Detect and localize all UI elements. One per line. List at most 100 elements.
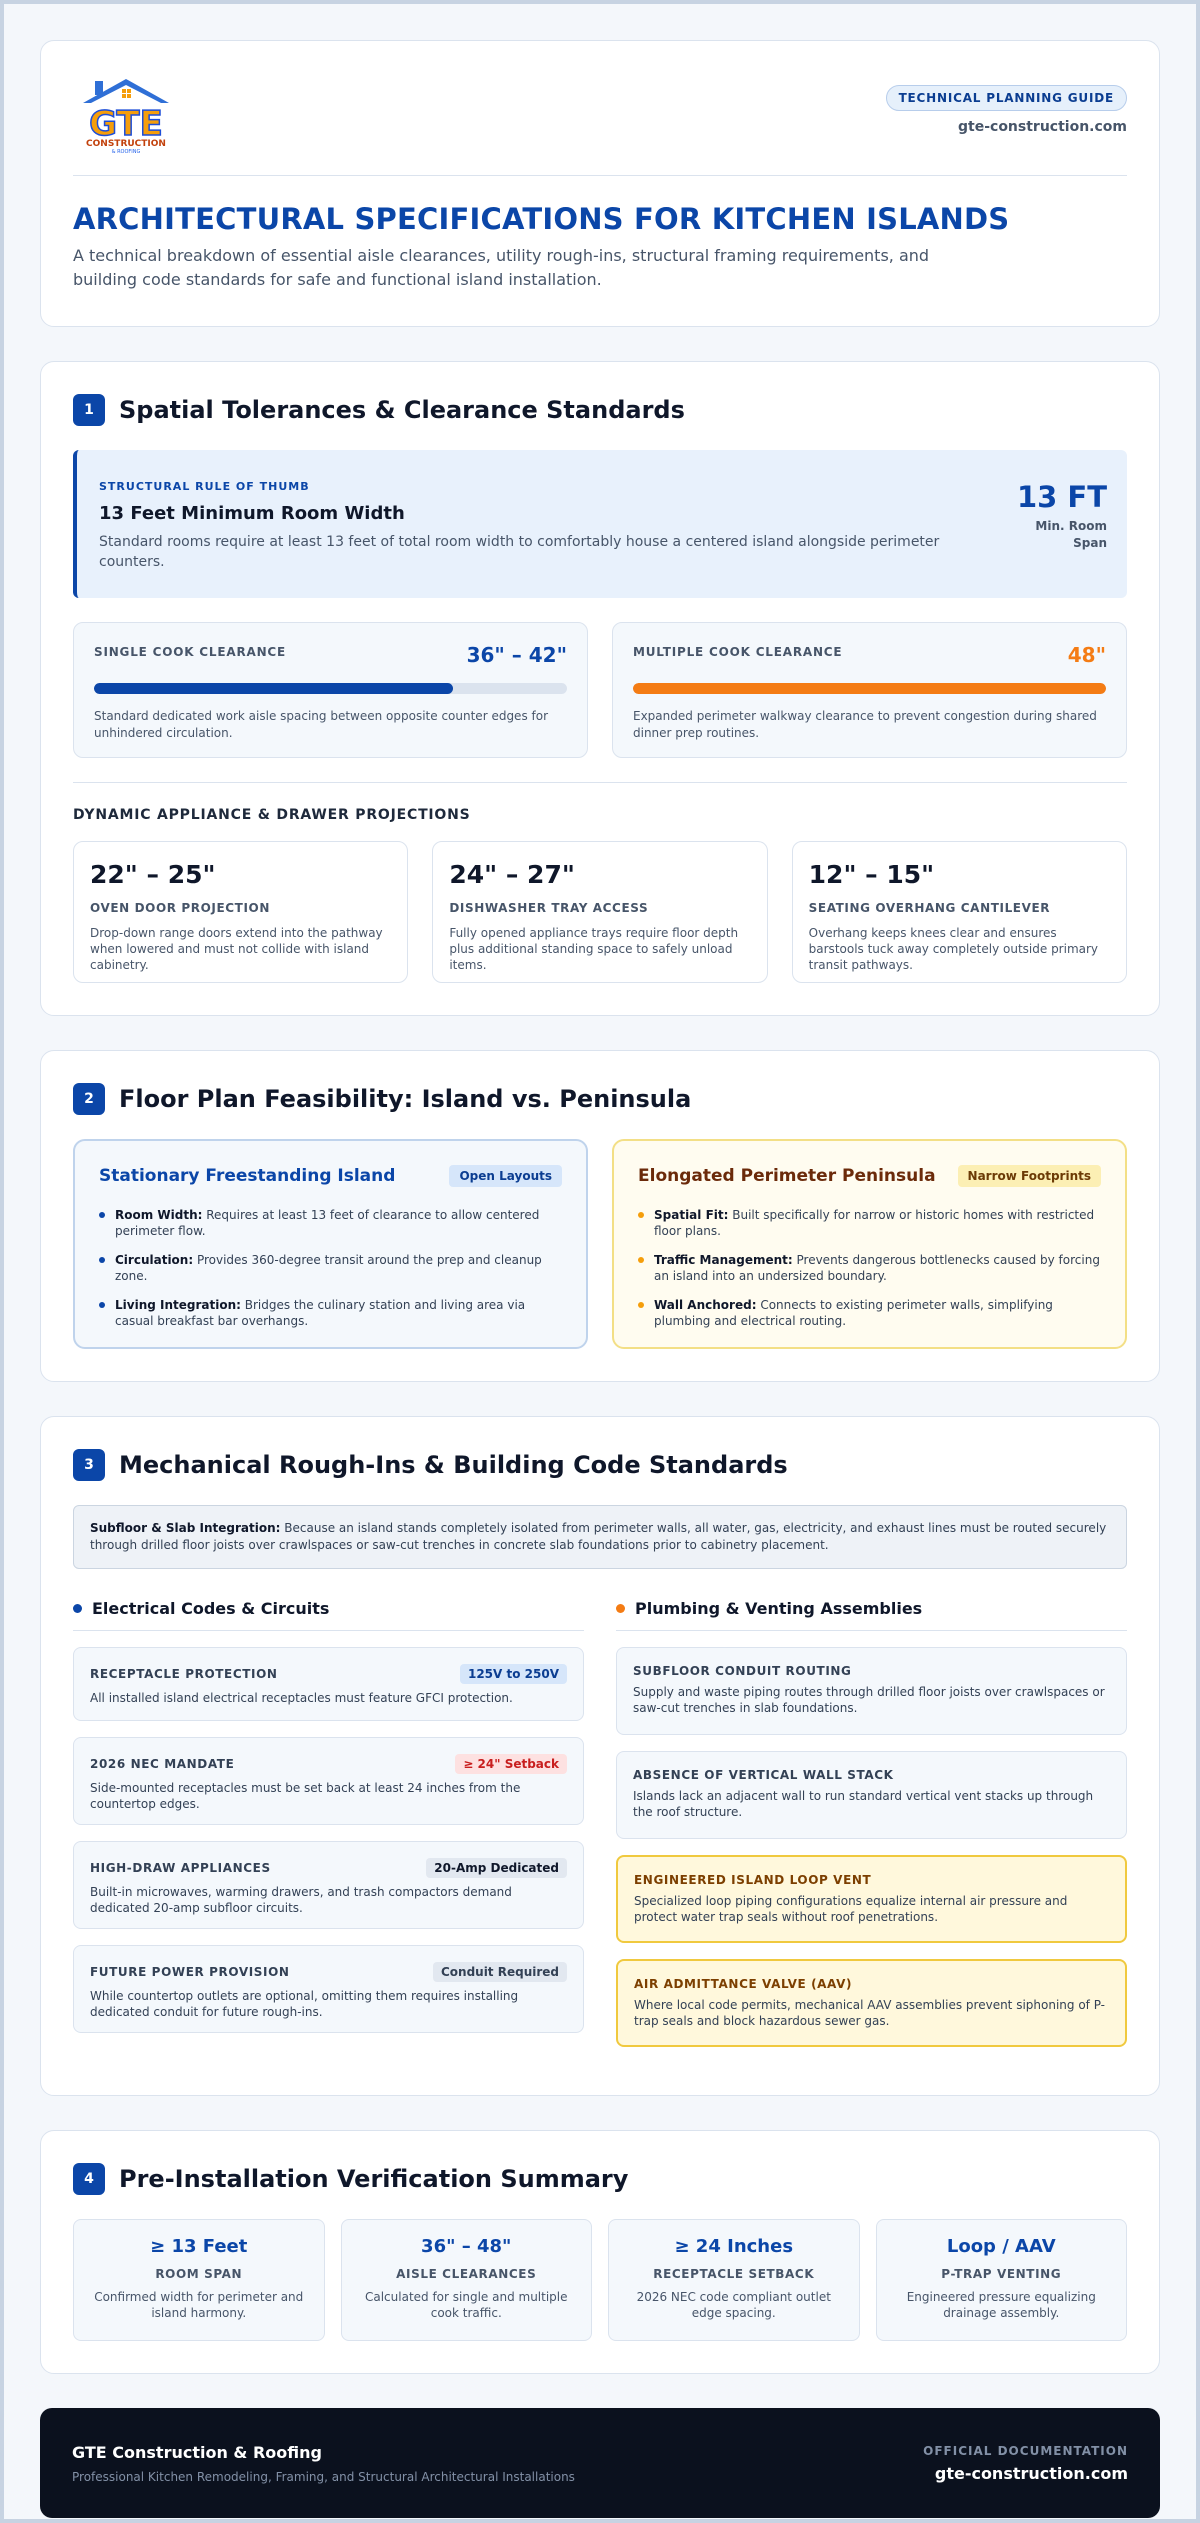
plumbing-card: ABSENCE OF VERTICAL WALL STACK Islands l… [616, 1751, 1127, 1839]
summary-card: ≥ 24 Inches RECEPTACLE SETBACK 2026 NEC … [608, 2219, 860, 2341]
peninsula-list: Spatial Fit: Built specifically for narr… [638, 1207, 1101, 1329]
mech-desc: Islands lack an adjacent wall to run sta… [633, 1789, 1094, 1819]
mech-desc: Supply and waste piping routes through d… [633, 1685, 1105, 1715]
section-number: 2 [73, 1083, 105, 1115]
section-title: Spatial Tolerances & Clearance Standards [119, 396, 685, 424]
list-item: Circulation: Provides 360-degree transit… [99, 1252, 562, 1284]
clearance-label: SINGLE COOK CLEARANCE [94, 645, 287, 659]
rule-stat-unit: Min. Room Span [1017, 518, 1107, 552]
electrical-card: 2026 NEC MANDATE ≥ 24" Setback Side-moun… [73, 1737, 584, 1825]
electrical-heading: Electrical Codes & Circuits [73, 1599, 584, 1631]
mech-label: HIGH-DRAW APPLIANCES [90, 1861, 271, 1875]
mech-tag: ≥ 24" Setback [455, 1754, 567, 1774]
list-item-label: Room Width: [115, 1208, 203, 1222]
list-item: Spatial Fit: Built specifically for narr… [638, 1207, 1101, 1239]
clearance-bar-fill [633, 683, 1106, 694]
footer-tagline: Professional Kitchen Remodeling, Framing… [72, 2469, 575, 2484]
header-top: GTE CONSTRUCTION & ROOFING TECHNICAL PLA… [73, 73, 1127, 176]
section-heading: 4 Pre-Installation Verification Summary [73, 2163, 1127, 2195]
plumbing-title: Plumbing & Venting Assemblies [635, 1599, 923, 1618]
slab-label: Subfloor & Slab Integration: [90, 1521, 281, 1535]
header-site-url[interactable]: gte-construction.com [958, 119, 1127, 135]
section-number: 3 [73, 1449, 105, 1481]
list-item-text: Prevents dangerous bottlenecks caused by… [654, 1253, 1100, 1283]
electrical-card: RECEPTACLE PROTECTION 125V to 250V All i… [73, 1647, 584, 1721]
plumbing-card: AIR ADMITTANCE VALVE (AAV) Where local c… [616, 1959, 1127, 2047]
summary-value: 36" – 48" [421, 2236, 512, 2257]
projection-label: OVEN DOOR PROJECTION [90, 901, 270, 915]
bullet-icon [638, 1302, 644, 1308]
section-mechanical: 3 Mechanical Rough-Ins & Building Code S… [40, 1416, 1160, 2096]
section-number: 4 [73, 2163, 105, 2195]
clearance-value: 48" [1067, 643, 1106, 667]
mech-desc: Specialized loop piping configurations e… [634, 1894, 1068, 1924]
summary-desc: Confirmed width for perimeter and island… [94, 2290, 304, 2320]
list-item: Wall Anchored: Connects to existing peri… [638, 1297, 1101, 1329]
bullet-icon [73, 1604, 82, 1613]
mech-desc: Side-mounted receptacles must be set bac… [90, 1781, 521, 1811]
summary-label: RECEPTACLE SETBACK [653, 2267, 815, 2281]
mech-label: 2026 NEC MANDATE [90, 1757, 235, 1771]
clearance-bar-fill [94, 683, 454, 694]
island-list: Room Width: Requires at least 13 feet of… [99, 1207, 562, 1329]
clearance-label: MULTIPLE COOK CLEARANCE [633, 645, 843, 659]
list-item-text: Requires at least 13 feet of clearance t… [115, 1208, 540, 1238]
electrical-column: Electrical Codes & Circuits RECEPTACLE P… [73, 1599, 584, 2063]
list-item-label: Living Integration: [115, 1298, 241, 1312]
summary-desc: 2026 NEC code compliant outlet edge spac… [636, 2290, 831, 2320]
section-heading: 2 Floor Plan Feasibility: Island vs. Pen… [73, 1083, 1127, 1115]
summary-desc: Engineered pressure equalizing drainage … [906, 2290, 1096, 2320]
summary-label: ROOM SPAN [155, 2267, 243, 2281]
summary-label: P-TRAP VENTING [941, 2267, 1062, 2281]
electrical-title: Electrical Codes & Circuits [92, 1599, 330, 1618]
footer-company: GTE Construction & Roofing [72, 2442, 322, 2462]
section-summary: 4 Pre-Installation Verification Summary … [40, 2130, 1160, 2374]
bullet-icon [99, 1212, 105, 1218]
mechanical-columns: Electrical Codes & Circuits RECEPTACLE P… [73, 1599, 1127, 2063]
guide-badge: TECHNICAL PLANNING GUIDE [885, 85, 1127, 111]
rule-title: 13 Feet Minimum Room Width [99, 503, 405, 524]
electrical-card: FUTURE POWER PROVISION Conduit Required … [73, 1945, 584, 2033]
footer-doc-label: OFFICIAL DOCUMENTATION [923, 2443, 1128, 2458]
footer-site-url[interactable]: gte-construction.com [934, 2463, 1128, 2483]
rule-desc: Standard rooms require at least 13 feet … [99, 534, 940, 570]
mech-label: FUTURE POWER PROVISION [90, 1965, 290, 1979]
list-item-text: Built specifically for narrow or histori… [654, 1208, 1095, 1238]
peninsula-card: Elongated Perimeter Peninsula Narrow Foo… [612, 1139, 1127, 1349]
bullet-icon [616, 1604, 625, 1613]
projection-desc: Overhang keeps knees clear and ensures b… [808, 926, 1099, 972]
summary-label: AISLE CLEARANCES [396, 2267, 537, 2281]
plan-top: Elongated Perimeter Peninsula Narrow Foo… [638, 1165, 1101, 1187]
projection-value: 24" – 27" [449, 860, 575, 889]
page-title: ARCHITECTURAL SPECIFICATIONS FOR KITCHEN… [73, 202, 1010, 236]
rule-stat: 13 FT Min. Room Span [1017, 480, 1107, 578]
footer: GTE Construction & Roofing Professional … [40, 2408, 1160, 2518]
divider [73, 782, 1127, 783]
mech-top: RECEPTACLE PROTECTION 125V to 250V [90, 1664, 567, 1684]
section-title: Floor Plan Feasibility: Island vs. Penin… [119, 1085, 692, 1113]
projection-label: DISHWASHER TRAY ACCESS [449, 901, 649, 915]
projection-label: SEATING OVERHANG CANTILEVER [808, 901, 1051, 915]
mech-desc: All installed island electrical receptac… [90, 1691, 513, 1705]
projection-card: 24" – 27" DISHWASHER TRAY ACCESS Fully o… [432, 841, 768, 983]
mech-label: RECEPTACLE PROTECTION [90, 1667, 278, 1681]
section-title: Pre-Installation Verification Summary [119, 2165, 629, 2193]
clearance-card: SINGLE COOK CLEARANCE 36" – 42" Standard… [73, 622, 588, 758]
plumbing-card: SUBFLOOR CONDUIT ROUTING Supply and wast… [616, 1647, 1127, 1735]
plumbing-card: ENGINEERED ISLAND LOOP VENT Specialized … [616, 1855, 1127, 1943]
bullet-icon [99, 1302, 105, 1308]
electrical-card: HIGH-DRAW APPLIANCES 20-Amp Dedicated Bu… [73, 1841, 584, 1929]
logo-subtext: CONSTRUCTION [86, 139, 166, 149]
section-spatial: 1 Spatial Tolerances & Clearance Standar… [40, 361, 1160, 1016]
summary-value: Loop / AAV [946, 2236, 1056, 2257]
list-item-text: Provides 360-degree transit around the p… [115, 1253, 542, 1283]
header-right: TECHNICAL PLANNING GUIDE gte-constructio… [885, 73, 1127, 135]
clearance-top: MULTIPLE COOK CLEARANCE 48" [633, 643, 1106, 667]
clearance-top: SINGLE COOK CLEARANCE 36" – 42" [94, 643, 567, 667]
logo-small: & ROOFING [112, 149, 141, 155]
mech-label: AIR ADMITTANCE VALVE (AAV) [634, 1977, 853, 1991]
slab-text: Because an island stands completely isol… [90, 1521, 1107, 1552]
list-item-label: Wall Anchored: [654, 1298, 757, 1312]
projection-value: 22" – 25" [90, 860, 216, 889]
